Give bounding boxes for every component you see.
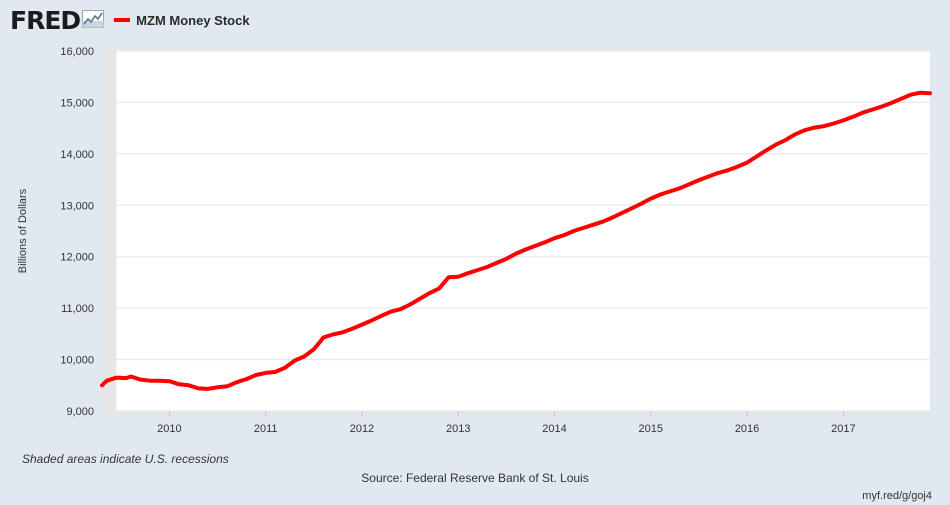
x-tick-label: 2010 [157,423,181,435]
x-tick-label: 2012 [350,423,374,435]
plot-area: 9,000 10,000 11,000 12,000 13,000 14,000 15,00… [17,46,932,435]
plot-background [102,51,930,411]
y-tick-label: 11,000 [61,303,94,315]
y-tick-label: 14,000 [60,149,94,161]
chart: 9,000 10,000 11,000 12,000 13,000 14,000 15,00… [17,46,932,435]
legend-swatch [114,18,131,22]
x-tick-label: 2015 [639,423,663,435]
x-tick-label: 2011 [254,423,278,435]
legend: MZM Money Stock [114,12,250,28]
y-axis-title: Billions of Dollars [17,188,29,273]
short-link[interactable]: myf.red/g/goj4 [862,490,932,502]
x-tick-label: 2016 [735,423,759,435]
x-tick-label: 2013 [446,423,470,435]
y-tick-label: 9,000 [66,406,94,418]
fred-logo[interactable]: FRED [10,5,81,35]
recession-shade [102,51,117,411]
chart-logo-icon [82,10,105,28]
x-tick-label: 2017 [831,423,855,435]
y-tick-label: 13,000 [60,200,94,212]
source-text: Source: Federal Reserve Bank of St. Loui… [361,471,589,485]
legend-label: MZM Money Stock [136,12,250,28]
y-tick-label: 15,000 [60,97,94,109]
series-line [100,90,932,391]
y-tick-label: 12,000 [60,252,94,264]
y-tick-label: 16,000 [60,46,94,58]
header: FRED MZM Money Stock [10,5,250,35]
x-tick-label: 2014 [542,423,566,435]
y-tick-label: 10,000 [60,355,94,367]
recession-note: Shaded areas indicate U.S. recessions [22,452,229,466]
